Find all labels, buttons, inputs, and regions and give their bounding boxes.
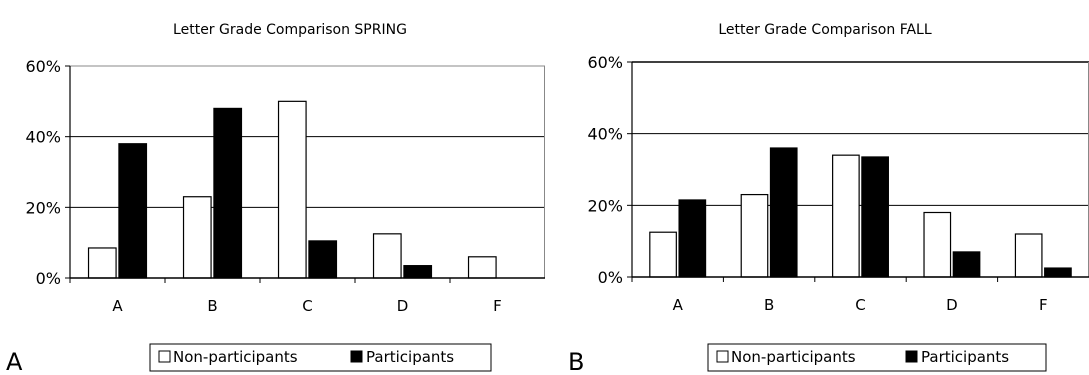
legend-swatch-non-participants — [716, 350, 729, 363]
legend-frame — [707, 343, 1047, 372]
bar-participants-b — [769, 147, 798, 278]
x-tick-label: C — [855, 296, 865, 314]
legend: Non-participants Participants — [707, 343, 1047, 372]
x-tick-label: F — [1039, 296, 1048, 314]
bar-participants-c — [308, 240, 338, 279]
bar-non-participants-a — [87, 247, 117, 279]
legend-label-non-participants: Non-participants — [173, 348, 298, 366]
bar-participants-c — [861, 156, 889, 278]
chart-panel-fall: 0% 20% 40% 60% A B C D F Letter Grade Comparison… — [568, 22, 1089, 375]
bar-non-participants-f — [1014, 233, 1043, 278]
bar-non-participants-a — [649, 231, 677, 278]
y-tick-label: 40% — [25, 128, 61, 147]
x-tick-label: B — [764, 296, 774, 314]
legend-swatch-non-participants — [158, 350, 171, 363]
bar-participants-d — [952, 251, 981, 278]
legend-label-participants: Participants — [366, 348, 454, 366]
x-tick-label: F — [493, 297, 502, 315]
bar-non-participants-d — [923, 211, 952, 278]
y-tick-label: 20% — [25, 198, 61, 217]
bar-non-participants-f — [467, 256, 497, 279]
chart-panel-spring: 0% 20% 40% 60% A B C D F Letter Grade Comparison… — [6, 22, 545, 375]
bar-participants-b — [213, 107, 243, 279]
bar-participants-a — [678, 199, 707, 278]
x-tick-label: D — [946, 296, 958, 314]
bars — [87, 100, 497, 279]
panel-label: B — [568, 348, 584, 375]
x-tick-label: C — [302, 297, 312, 315]
x-tick-label: A — [112, 297, 123, 315]
bar-non-participants-b — [740, 193, 769, 278]
bar-participants-f — [1044, 267, 1072, 278]
x-tick-label: D — [397, 297, 409, 315]
bar-non-participants-d — [372, 233, 402, 279]
y-tick-label: 0% — [36, 269, 61, 288]
legend-label-non-participants: Non-participants — [731, 348, 856, 366]
bar-non-participants-c — [832, 154, 860, 278]
y-tick-label: 60% — [25, 57, 61, 76]
x-tick-label: A — [673, 296, 684, 314]
legend-label-participants: Participants — [921, 348, 1009, 366]
plot-area: 0% 20% 40% 60% A B C D F — [587, 53, 1089, 314]
y-tick-label: 20% — [587, 196, 623, 215]
bars — [649, 147, 1072, 278]
plot-area: 0% 20% 40% 60% A B C D F — [25, 57, 545, 315]
bar-participants-a — [118, 143, 148, 279]
chart-title: Letter Grade Comparison SPRING — [173, 22, 407, 38]
chart-title: Letter Grade Comparison FALL — [718, 22, 932, 38]
bar-non-participants-b — [182, 196, 212, 279]
bar-non-participants-c — [277, 100, 307, 279]
legend-swatch-participants — [350, 350, 363, 363]
panel-label: A — [6, 348, 23, 375]
legend-swatch-participants — [905, 350, 918, 363]
y-tick-label: 40% — [587, 125, 623, 144]
y-tick-label: 60% — [587, 53, 623, 72]
x-tick-label: B — [207, 297, 217, 315]
y-tick-label: 0% — [598, 268, 623, 287]
bar-participants-d — [403, 265, 433, 279]
legend: Non-participants Participants — [149, 343, 492, 372]
legend-frame — [149, 343, 492, 372]
